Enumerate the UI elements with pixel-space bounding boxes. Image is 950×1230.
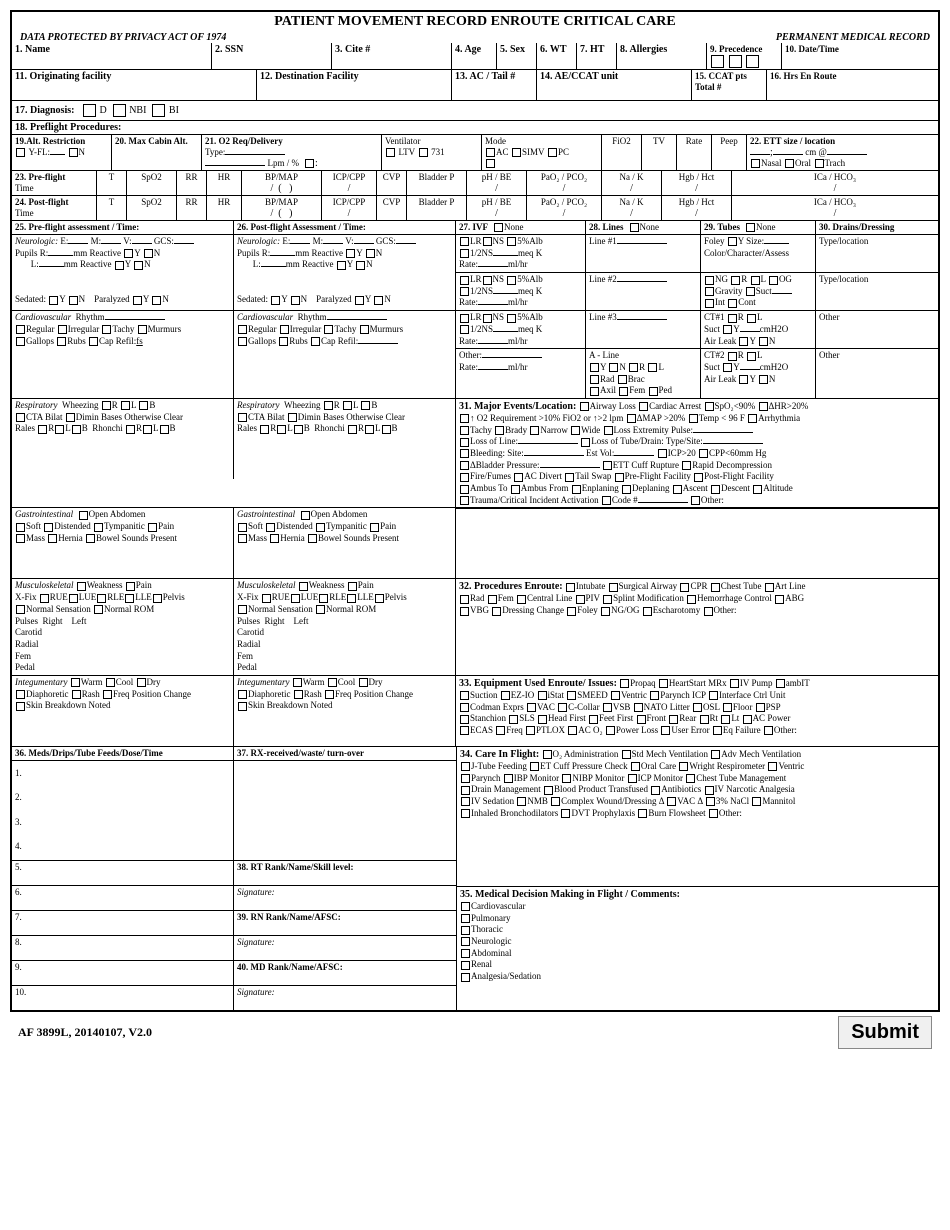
cb-yfl[interactable]: [16, 148, 25, 157]
footer: AF 3899L, 20140107, V2.0 Submit: [10, 1012, 940, 1053]
form-id: AF 3899L, 20140107, V2.0: [18, 1025, 152, 1040]
row-neuro: Neurologic: E: M: V: GCS: Pupils R:mm Re…: [12, 235, 938, 311]
row-preflight-vitals: 23. Pre-flightTime T SpO2 RR HR BP/MAP/ …: [12, 171, 938, 196]
cb-731[interactable]: [419, 148, 428, 157]
subtitle-left: DATA PROTECTED BY PRIVACY ACT OF 1974: [20, 32, 226, 43]
cb-prec1[interactable]: [711, 55, 724, 68]
cb-tubes-none[interactable]: [746, 223, 755, 232]
row-diag: 17. Diagnosis: D NBI BI: [12, 101, 938, 121]
lbl-datetime: 10. Date/Time: [785, 44, 839, 54]
lbl-sex: 5. Sex: [500, 44, 525, 55]
row-assess-hdr: 25. Pre-flight assessment / Time: 26. Po…: [12, 221, 938, 235]
form-title: PATIENT MOVEMENT RECORD ENROUTE CRITICAL…: [12, 12, 938, 32]
cb-bi[interactable]: [152, 104, 165, 117]
lbl-allergies: 8. Allergies: [620, 44, 667, 55]
row-msk-proc: Musculoskeletal Weakness Pain X-Fix RUEL…: [12, 579, 938, 676]
cb-lines-none[interactable]: [630, 223, 639, 232]
cb-mode-other[interactable]: [486, 159, 495, 168]
lbl-diag: 17. Diagnosis:: [15, 105, 74, 116]
row-facility: 11. Originating facility 12. Destination…: [12, 70, 938, 101]
cb-oral[interactable]: [785, 159, 794, 168]
row-bottom: 36. Meds/Drips/Tube Feeds/Dose/Time 37. …: [12, 747, 938, 1010]
cb-nbi[interactable]: [113, 104, 126, 117]
lbl-name: 1. Name: [15, 44, 50, 55]
row-preflight-proc: 18. Preflight Procedures:: [12, 121, 938, 135]
lbl-alt: 19.Alt. Restriction: [15, 136, 85, 146]
lbl-orig: 11. Originating facility: [15, 71, 111, 82]
cb-nasal[interactable]: [751, 159, 760, 168]
cb-ltv[interactable]: [386, 148, 395, 157]
cb-trach[interactable]: [815, 159, 824, 168]
row-cardio: Cardiovascular Rhythm Regular Irregular …: [12, 311, 938, 399]
cb-pc[interactable]: [548, 148, 557, 157]
row-gi: Gastrointestinal Open Abdomen Soft Diste…: [12, 508, 938, 579]
lbl-preproc: 18. Preflight Procedures:: [15, 122, 121, 133]
form-subtitle: DATA PROTECTED BY PRIVACY ACT OF 1974 PE…: [12, 32, 938, 43]
lbl-maxcabin: 20. Max Cabin Alt.: [115, 136, 188, 146]
lbl-ssn: 2. SSN: [215, 44, 243, 55]
row-resp-events: Respiratory Wheezing R L B CTA Bilat Dim…: [12, 399, 938, 509]
row-integ-equip: Integumentary Warm Cool Dry Diaphoretic …: [12, 676, 938, 747]
lbl-ett: 22. ETT size / location: [750, 136, 835, 146]
lbl-ht: 7. HT: [580, 44, 604, 55]
row-postflight-vitals: 24. Post-flightTime T SpO2 RR HR BP/MAP/…: [12, 196, 938, 221]
lbl-ccatpts: 15. CCAT pts Total #: [695, 71, 747, 92]
lbl-tail: 13. AC / Tail #: [455, 71, 515, 82]
cb-altn[interactable]: [69, 148, 78, 157]
cb-simv[interactable]: [512, 148, 521, 157]
cb-ivf-none[interactable]: [494, 223, 503, 232]
lbl-age: 4. Age: [455, 44, 481, 55]
lbl-dest: 12. Destination Facility: [260, 71, 359, 82]
cb-d[interactable]: [83, 104, 96, 117]
cb-prec3[interactable]: [746, 55, 759, 68]
lbl-vent: Ventilator: [385, 136, 421, 146]
lbl-wt: 6. WT: [540, 44, 567, 55]
lbl-ccat: 14. AE/CCAT unit: [540, 71, 618, 82]
row-alt-vent: 19.Alt. Restriction Y-FL: N 20. Max Cabi…: [12, 135, 938, 171]
row-basics: 1. Name 2. SSN 3. Cite # 4. Age 5. Sex 6…: [12, 43, 938, 70]
lbl-prec: 9. Precedence: [710, 44, 762, 54]
cb-ac[interactable]: [486, 148, 495, 157]
form-container: PATIENT MOVEMENT RECORD ENROUTE CRITICAL…: [10, 10, 940, 1012]
subtitle-right: PERMANENT MEDICAL RECORD: [776, 32, 930, 43]
cb-lpm[interactable]: [305, 159, 314, 168]
lbl-hrs: 16. Hrs En Route: [770, 71, 837, 81]
lbl-o2req: 21. O2 Req/Delivery: [205, 136, 283, 146]
cb-prec2[interactable]: [729, 55, 742, 68]
submit-button[interactable]: Submit: [838, 1016, 932, 1049]
lbl-cite: 3. Cite #: [335, 44, 370, 55]
